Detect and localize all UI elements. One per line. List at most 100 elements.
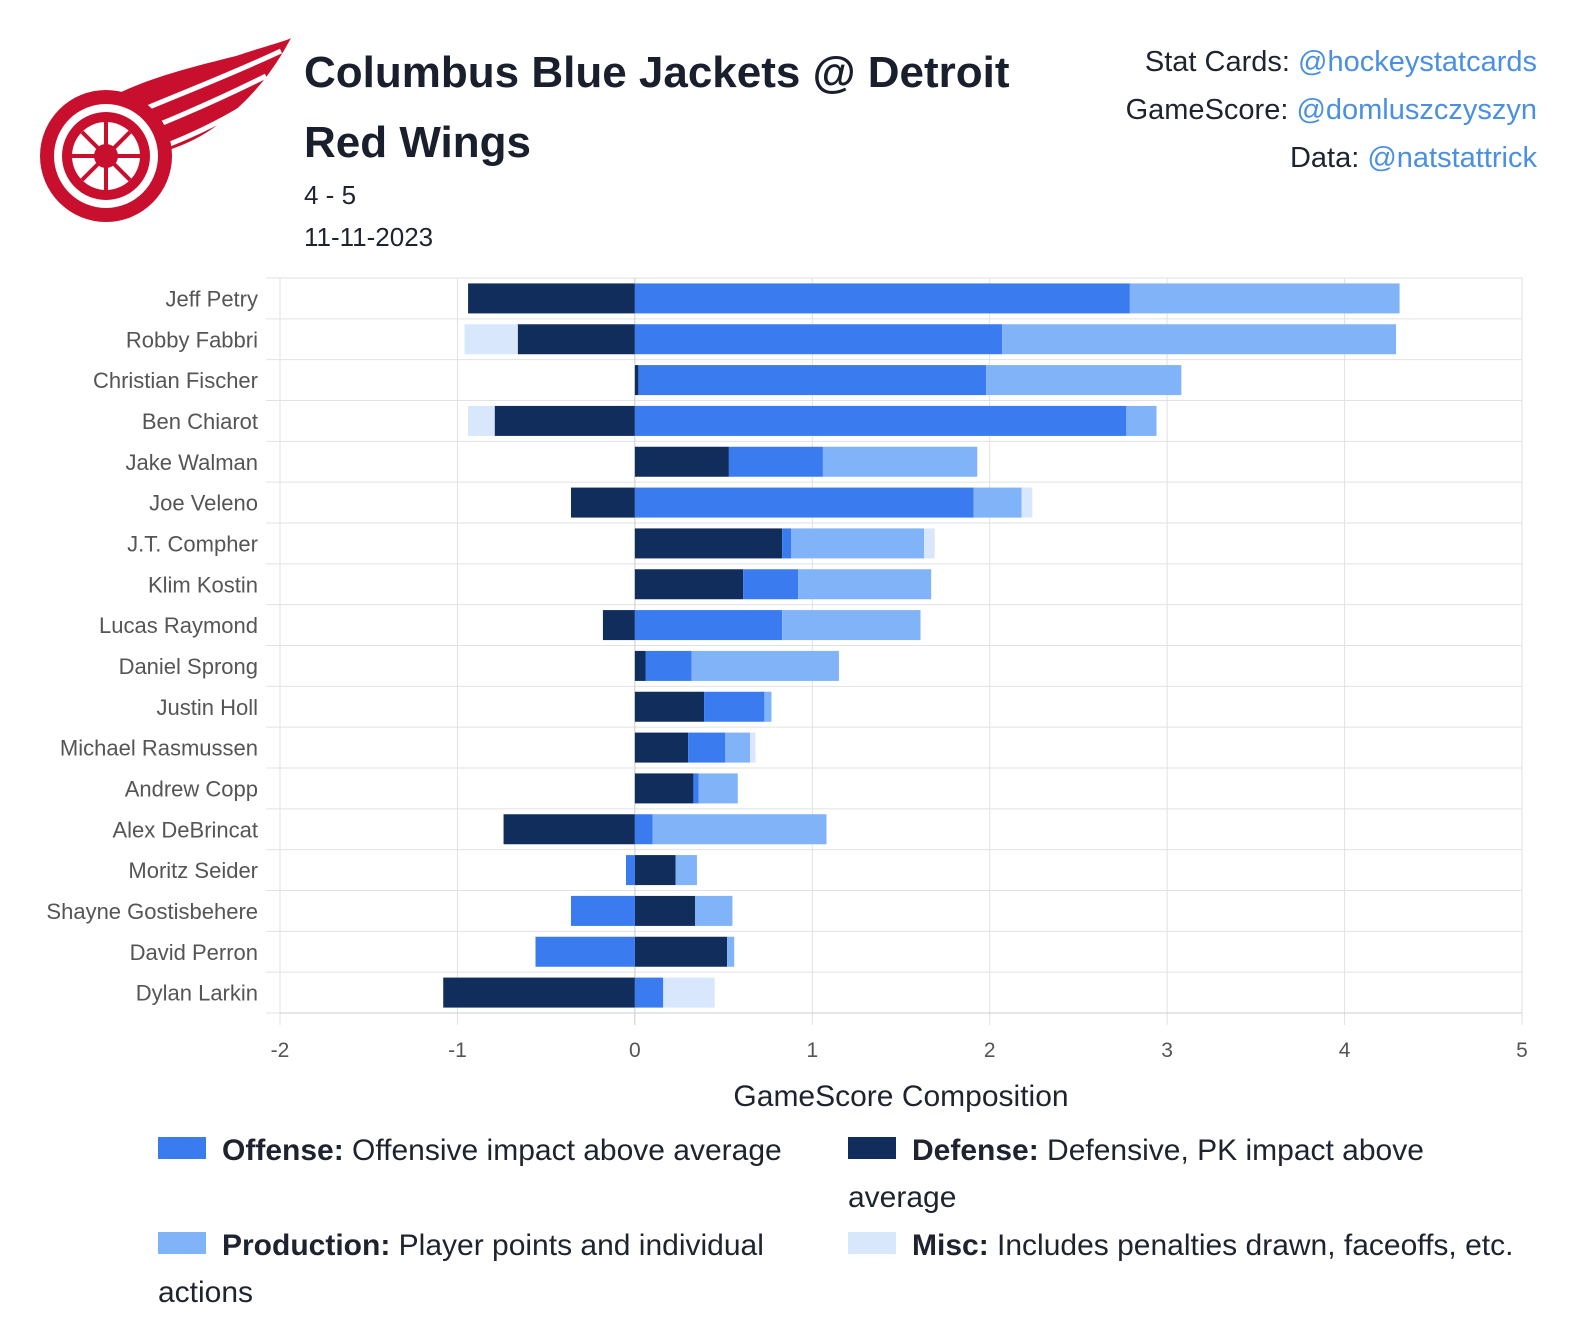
y-tick-label: Christian Fischer [93, 368, 258, 393]
x-tick-label: 5 [1516, 1039, 1528, 1062]
bar-misc [663, 977, 715, 1008]
bar-defense [634, 528, 783, 559]
bar-defense [602, 610, 635, 641]
bar-defense [443, 977, 635, 1008]
bar-production [790, 528, 925, 559]
bar-defense [517, 324, 635, 355]
bar-offense [625, 855, 635, 886]
bar-offense [693, 773, 699, 804]
y-tick-label: Jake Walman [126, 450, 258, 475]
bar-offense [570, 895, 635, 926]
bar-defense [503, 814, 635, 845]
credit-link[interactable]: @natstattrick [1367, 142, 1537, 174]
bar-production [973, 487, 1022, 518]
y-tick-label: Joe Veleno [149, 491, 258, 516]
bar-production [652, 814, 827, 845]
bar-offense [634, 324, 1003, 355]
bar-production [1129, 283, 1400, 314]
bar-offense [688, 732, 726, 763]
y-tick-label: J.T. Compher [127, 531, 258, 556]
legend-swatch [158, 1232, 206, 1254]
bar-production [782, 610, 921, 641]
y-tick-label: Klim Kostin [148, 572, 258, 597]
bar-defense [634, 732, 689, 763]
bar-production [764, 691, 772, 722]
bar-production [1126, 405, 1157, 436]
legend-misc[interactable]: Misc: Includes penalties drawn, faceoffs… [848, 1222, 1528, 1269]
legend-offense[interactable]: Offense: Offensive impact above average [158, 1127, 838, 1174]
credit-gamescore: GameScore: @domluszczyszyn [1125, 94, 1537, 126]
bar-offense [634, 977, 664, 1008]
x-tick-label: -1 [448, 1039, 467, 1062]
bar-defense [634, 936, 728, 967]
bar-offense [728, 446, 823, 477]
bar-offense [634, 487, 974, 518]
bar-misc [464, 324, 518, 355]
bar-offense [782, 528, 791, 559]
x-tick-label: 4 [1339, 1039, 1351, 1062]
y-tick-label: Shayne Gostisbehere [46, 899, 258, 924]
bar-production [691, 650, 839, 681]
y-tick-label: Lucas Raymond [99, 613, 258, 638]
bar-misc [924, 528, 935, 559]
y-tick-label: Justin Holl [157, 695, 258, 720]
bar-production [675, 855, 697, 886]
y-tick-label: Ben Chiarot [142, 409, 258, 434]
bar-defense [634, 855, 676, 886]
x-tick-label: 1 [806, 1039, 818, 1062]
bar-defense [634, 569, 744, 600]
bar-production [727, 936, 735, 967]
bar-production [695, 895, 733, 926]
bar-offense [743, 569, 799, 600]
game-score: 4 - 5 [304, 180, 357, 210]
bar-defense [634, 650, 646, 681]
bar-misc [750, 732, 756, 763]
bar-misc [468, 405, 495, 436]
red-wings-logo [40, 38, 291, 222]
legend-swatch [158, 1137, 206, 1159]
bar-defense [634, 365, 639, 396]
x-axis-title: GameScore Composition [733, 1080, 1068, 1113]
game-date: 11-11-2023 [304, 222, 434, 252]
bar-production [822, 446, 978, 477]
gamescore-chart: -2 -1 0 1 2 3 4 5 Jeff Petry Robby Fabbri Christia… [46, 277, 1528, 1113]
bar-offense [634, 405, 1127, 436]
credit-link[interactable]: @domluszczyszyn [1296, 94, 1537, 126]
legend-production[interactable]: Production: Player points and individual… [158, 1229, 764, 1309]
x-tick-label: -2 [271, 1039, 290, 1062]
bar-misc [1021, 487, 1033, 518]
credit-link[interactable]: @hockeystatcards [1298, 46, 1537, 78]
legend-defense[interactable]: Defense: Defensive, PK impact above aver… [848, 1134, 1424, 1214]
y-tick-label: Daniel Sprong [119, 654, 258, 679]
bar-production [725, 732, 751, 763]
y-tick-label: Jeff Petry [165, 286, 258, 311]
bar-offense [704, 691, 765, 722]
y-tick-label: Moritz Seider [128, 858, 258, 883]
bar-production [698, 773, 738, 804]
bar-production [986, 365, 1182, 396]
bar-offense [535, 936, 635, 967]
bar-offense [634, 610, 783, 641]
credits: Stat Cards: @hockeystatcards GameScore: … [1126, 38, 1537, 182]
x-tick-label: 2 [984, 1039, 996, 1062]
page-title: Columbus Blue Jackets @ Detroit Red Wing… [304, 48, 1010, 167]
legend-swatch [848, 1137, 896, 1159]
y-tick-label: David Perron [130, 940, 258, 965]
bar-defense [634, 446, 729, 477]
x-tick-label: 0 [629, 1039, 641, 1062]
y-tick-label: Michael Rasmussen [60, 736, 258, 761]
bar-defense [570, 487, 635, 518]
bar-production [798, 569, 932, 600]
bar-offense [634, 814, 653, 845]
y-tick-label: Dylan Larkin [136, 981, 258, 1006]
bar-defense [634, 895, 696, 926]
bar-defense [468, 283, 635, 314]
bar-offense [634, 283, 1130, 314]
credit-stat-cards: Stat Cards: @hockeystatcards [1144, 46, 1537, 78]
y-tick-label: Andrew Copp [125, 776, 258, 801]
bar-defense [494, 405, 635, 436]
bar-offense [638, 365, 987, 396]
bar-defense [634, 691, 705, 722]
y-tick-label: Alex DeBrincat [112, 817, 258, 842]
credit-data: Data: @natstattrick [1289, 142, 1537, 174]
